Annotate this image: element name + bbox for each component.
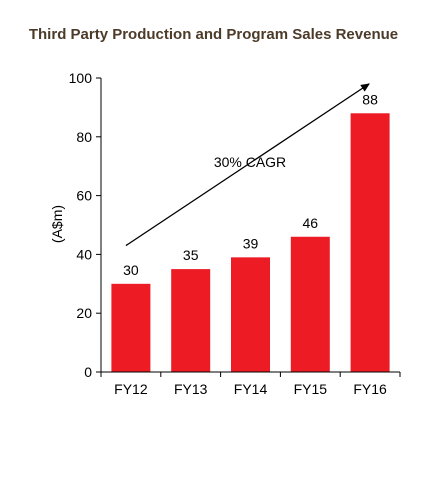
x-tick-label: FY14: [234, 381, 268, 397]
bar-fy15: [290, 236, 330, 372]
data-label: 46: [303, 215, 319, 231]
annotations: 30% CAGR: [125, 83, 370, 247]
y-tick-label: 100: [69, 70, 93, 86]
cagr-arrow: [125, 83, 370, 247]
labels: 30 35 39 46 88: [123, 91, 378, 278]
bars: [111, 113, 390, 372]
data-label: 30: [123, 262, 139, 278]
y-tick-label: 60: [76, 188, 92, 204]
x-tick-label: FY15: [294, 381, 328, 397]
data-label: 88: [362, 91, 378, 107]
x-tick-label: FY13: [174, 381, 208, 397]
x-tick-label: FY16: [353, 381, 387, 397]
y-tick-label: 80: [76, 129, 92, 145]
bar-fy12: [111, 283, 151, 372]
data-label: 35: [183, 247, 199, 263]
bar-fy14: [231, 257, 270, 372]
y-tick-label: 0: [84, 364, 92, 380]
chart-title: Third Party Production and Program Sales…: [28, 26, 399, 43]
bar-fy16: [350, 113, 390, 372]
x-tick-label: FY12: [114, 381, 148, 397]
bar-fy13: [171, 269, 211, 372]
axes: 0 20 40 60 80 100 FY12 FY13 FY14 FY15 FY16 (A$m): [49, 70, 401, 397]
y-tick-label: 40: [76, 246, 92, 262]
y-tick-label: 20: [76, 305, 92, 321]
data-label: 39: [243, 235, 259, 251]
cagr-annotation: 30% CAGR: [214, 154, 286, 170]
y-axis-label: (A$m): [49, 205, 65, 243]
